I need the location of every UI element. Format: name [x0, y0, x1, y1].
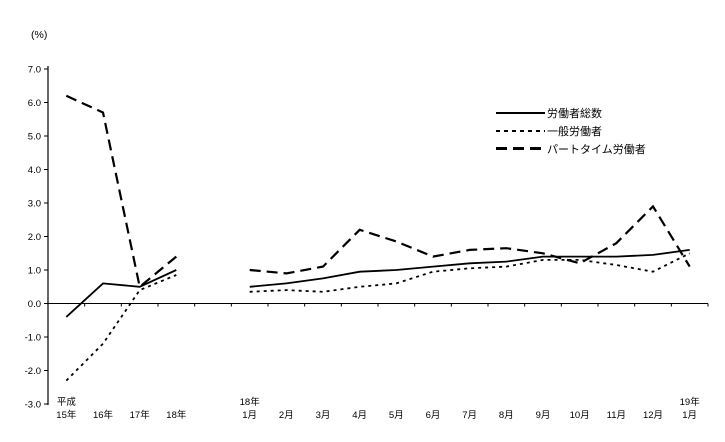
y-tick-label: 0.0 [28, 299, 41, 310]
long-dash-line-icon [496, 147, 545, 150]
legend-label-general: 一般労働者 [547, 125, 602, 138]
legend-item-general: 一般労働者 [496, 123, 646, 138]
x-tick-label: 15年 [56, 409, 77, 421]
x-tick-label: 3月 [316, 410, 331, 421]
x-tick-label: 9月 [536, 410, 551, 421]
legend-item-total: 労働者総数 [496, 105, 646, 120]
y-tick-label: 5.0 [28, 132, 41, 143]
legend-label-total: 労働者総数 [547, 107, 602, 120]
y-tick-label: 3.0 [28, 199, 41, 210]
x-tick-label: 16年 [93, 409, 114, 421]
x-tick-label: 10月 [570, 410, 590, 421]
y-tick-label: 6.0 [28, 98, 41, 109]
y-axis-unit-label: (%) [31, 29, 48, 41]
y-tick-label: -3.0 [25, 400, 41, 411]
x-tick-label-top: 平成 [57, 396, 77, 408]
y-tick-label: 2.0 [28, 232, 41, 243]
legend-label-parttime: パートタイム労働者 [547, 143, 646, 156]
x-tick-label: 1月 [242, 410, 257, 421]
dotted-line-icon [496, 129, 545, 132]
x-tick-label: 7月 [462, 410, 477, 421]
x-tick-label: 11月 [607, 410, 626, 421]
x-tick-label: 4月 [352, 410, 367, 421]
x-tick-label-top: 18年 [240, 396, 261, 408]
series-line-long-dash [65, 94, 691, 289]
x-tick-label: 6月 [426, 410, 441, 421]
x-tick-label: 8月 [499, 410, 514, 421]
x-tick-label: 2月 [279, 410, 294, 421]
x-tick-label: 1月 [682, 410, 697, 421]
solid-line-icon [496, 111, 545, 114]
x-tick-label: 18年 [166, 409, 187, 421]
series-line-solid [65, 249, 690, 318]
y-tick-label: 4.0 [28, 165, 41, 176]
series-line-dotted [65, 252, 691, 382]
x-tick-label: 17年 [130, 409, 151, 421]
x-tick-label-top: 19年 [680, 396, 701, 408]
y-tick-label: -2.0 [25, 366, 41, 377]
y-tick-label: -1.0 [25, 333, 41, 344]
legend: 労働者総数 一般労働者 パートタイム労働者 [496, 105, 646, 156]
x-tick-label: 12月 [643, 410, 663, 421]
y-tick-label: 7.0 [28, 65, 41, 76]
y-tick-label: 1.0 [28, 266, 41, 277]
x-tick-label: 5月 [389, 410, 404, 421]
legend-item-parttime: パートタイム労働者 [496, 141, 646, 156]
